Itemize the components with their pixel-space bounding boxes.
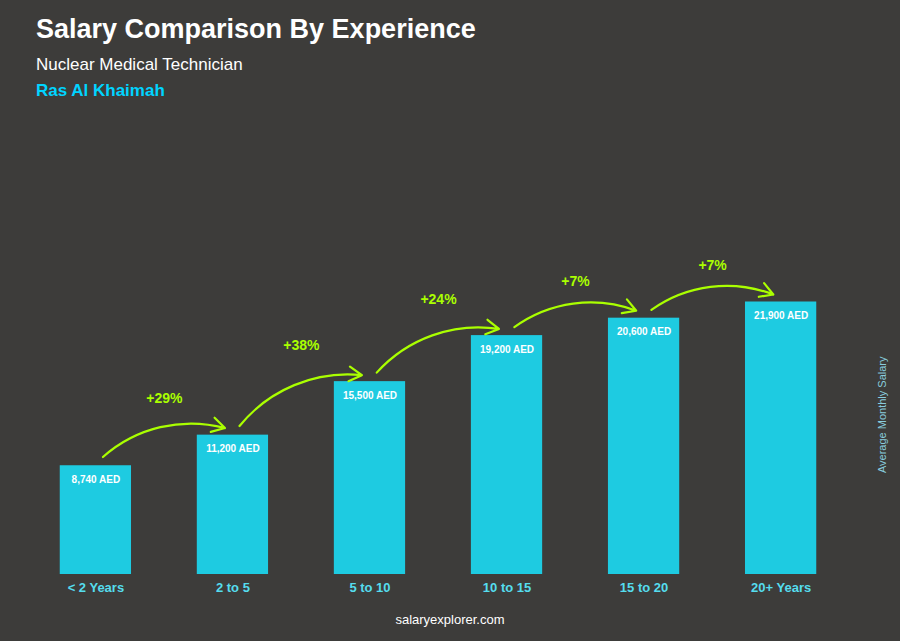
svg-text:5 to 10: 5 to 10: [349, 580, 390, 595]
html-text:Nuclear Medical Technician: Nuclear Medical Technician: [36, 55, 243, 74]
svg-text:10 to 15: 10 to 15: [483, 580, 531, 595]
svg-text:Average Monthly Salary: Average Monthly Salary: [876, 356, 888, 473]
html-text:salaryexplorer.com: salaryexplorer.com: [395, 612, 505, 627]
svg-text:+24%: +24%: [420, 291, 457, 307]
svg-text:21,900 AED: 21,900 AED: [754, 310, 808, 321]
svg-text:8,740 AED: 8,740 AED: [72, 474, 121, 485]
svg-text:15,500 AED: 15,500 AED: [343, 390, 397, 401]
svg-text:11,200 AED: 11,200 AED: [206, 443, 260, 454]
svg-text:19,200 AED: 19,200 AED: [480, 344, 534, 355]
svg-text:20,600 AED: 20,600 AED: [617, 326, 671, 337]
svg-text:+29%: +29%: [146, 390, 183, 406]
svg-text:+7%: +7%: [561, 273, 590, 289]
svg-text:+38%: +38%: [283, 337, 320, 353]
svg-text:+7%: +7%: [698, 257, 727, 273]
svg-text:15 to 20: 15 to 20: [620, 580, 668, 595]
html-text:Salary Comparison By Experienc: Salary Comparison By Experience: [36, 14, 476, 44]
svg-text:< 2 Years: < 2 Years: [68, 580, 125, 595]
svg-text:2 to 5: 2 to 5: [216, 580, 250, 595]
html-text:Ras Al Khaimah: Ras Al Khaimah: [36, 81, 165, 100]
svg-text:20+ Years: 20+ Years: [751, 580, 811, 595]
